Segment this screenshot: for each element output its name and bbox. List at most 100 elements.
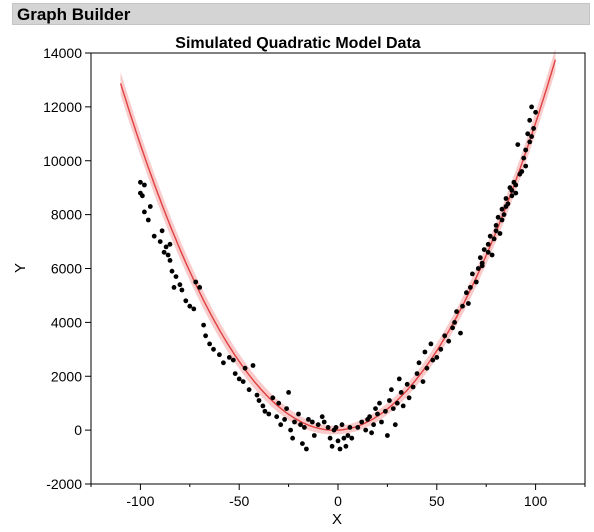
data-point [529, 134, 534, 139]
data-point [183, 298, 189, 304]
data-point [513, 190, 519, 196]
data-point [499, 217, 505, 223]
x-tick-label: 50 [429, 493, 445, 509]
data-point [369, 430, 374, 436]
data-point [519, 169, 525, 174]
data-point [315, 422, 321, 428]
x-tick-label: 0 [334, 493, 342, 509]
data-point [157, 239, 163, 245]
data-point [246, 387, 252, 393]
data-point [250, 363, 256, 368]
x-tick-label: -50 [229, 493, 249, 509]
data-point [217, 352, 222, 358]
data-point [311, 433, 317, 438]
y-tick-label: 0 [74, 422, 82, 438]
data-point [396, 376, 402, 382]
data-point [481, 247, 487, 253]
data-point [304, 446, 309, 452]
data-point [142, 182, 147, 188]
data-point [321, 419, 327, 425]
data-point [460, 303, 465, 309]
data-point [414, 371, 420, 376]
x-axis-label: X [332, 511, 342, 528]
data-point [138, 179, 143, 185]
data-point [161, 249, 167, 255]
data-point [509, 188, 515, 193]
data-point [270, 395, 276, 401]
data-point [193, 279, 199, 285]
data-point [159, 228, 165, 234]
data-point [355, 425, 361, 430]
data-point [493, 223, 499, 228]
data-point [450, 325, 455, 331]
data-point [428, 341, 434, 347]
data-point [371, 422, 376, 428]
data-point [430, 357, 436, 363]
data-point [171, 285, 177, 290]
chart-title: Simulated Quadratic Model Data [175, 35, 420, 52]
plot-frame [90, 52, 586, 485]
data-point [383, 408, 388, 414]
data-point [523, 163, 529, 169]
data-point [531, 125, 536, 131]
data-point [489, 252, 495, 258]
data-point [424, 365, 430, 371]
data-point [387, 398, 392, 403]
data-point [266, 411, 272, 417]
data-point [527, 139, 533, 145]
y-tick-label: 12000 [43, 99, 82, 115]
data-point [343, 443, 349, 449]
data-point [347, 425, 353, 430]
data-point [499, 206, 505, 212]
data-point [319, 414, 325, 420]
data-point [179, 287, 185, 293]
points-layer [138, 104, 538, 452]
data-point [470, 271, 475, 277]
data-point [203, 333, 209, 339]
data-point [464, 290, 469, 296]
data-point [515, 142, 521, 148]
data-point [290, 435, 295, 441]
fit-confidence-band [120, 48, 556, 435]
data-point [392, 422, 398, 428]
data-point [207, 341, 213, 347]
data-point [521, 155, 527, 161]
data-point [398, 390, 404, 395]
data-point [306, 417, 311, 422]
data-point [525, 131, 531, 137]
data-point [327, 435, 333, 441]
data-point [187, 303, 193, 309]
data-point [167, 241, 173, 247]
data-point [487, 233, 493, 239]
data-point [147, 204, 153, 209]
data-point [236, 376, 242, 382]
data-point [509, 193, 515, 199]
data-point [454, 309, 459, 314]
data-point [394, 400, 400, 406]
data-point [296, 411, 301, 417]
data-point [145, 217, 151, 223]
data-point [300, 441, 305, 446]
data-point [341, 435, 347, 441]
data-point [363, 427, 369, 433]
data-point [404, 381, 410, 387]
y-tick-label: 8000 [51, 207, 82, 223]
data-point [278, 422, 284, 428]
data-point [262, 408, 268, 414]
data-point [325, 425, 331, 430]
data-point [298, 422, 303, 428]
data-point [491, 236, 497, 242]
data-point [468, 285, 473, 290]
data-point [339, 422, 345, 428]
data-point [163, 244, 169, 250]
data-point [389, 387, 394, 393]
data-point [191, 306, 197, 312]
data-point [438, 346, 444, 352]
data-point [385, 433, 390, 438]
data-point [416, 360, 422, 366]
data-point [302, 425, 307, 430]
data-point [230, 357, 236, 363]
data-point [367, 414, 372, 420]
y-tick-label: 2000 [51, 368, 82, 384]
